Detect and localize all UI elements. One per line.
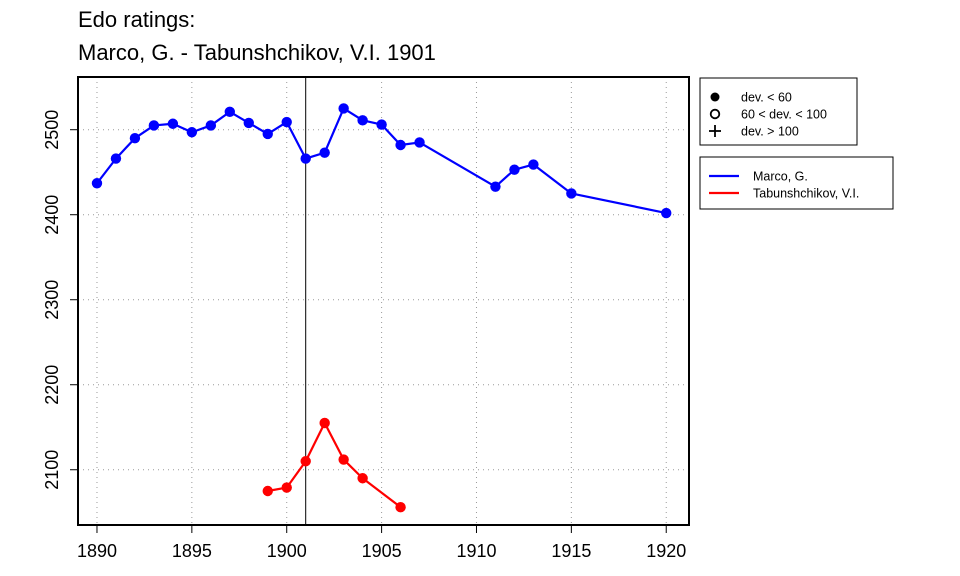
- data-point: [395, 501, 406, 513]
- data-point: [186, 127, 198, 138]
- y-tick-label: 2100: [42, 450, 62, 490]
- data-point: [129, 133, 141, 144]
- x-tick-label: 1900: [267, 541, 307, 561]
- data-point: [300, 456, 311, 467]
- data-point: [338, 103, 349, 114]
- data-point: [357, 115, 368, 126]
- y-tick-label: 2300: [42, 280, 62, 320]
- x-tick-label: 1920: [646, 541, 686, 561]
- deviation-legend-label: dev. > 100: [741, 125, 799, 139]
- data-point: [414, 137, 425, 148]
- deviation-legend-label: 60 < dev. < 100: [741, 108, 827, 122]
- x-tick-label: 1890: [77, 541, 117, 561]
- series-legend-box: [699, 156, 894, 210]
- data-point: [319, 147, 330, 158]
- axes: 1890 1895 1900 1905 1910 1915 1920 2100 2200 2300…: [42, 110, 686, 561]
- x-tick-label: 1895: [172, 541, 212, 561]
- series-marco: [91, 103, 672, 219]
- data-point: [338, 454, 349, 465]
- data-point: [528, 159, 539, 170]
- data-point: [300, 153, 311, 164]
- grid: [78, 77, 689, 525]
- data-point: [490, 181, 501, 192]
- deviation-legend: dev. < 60 60 < dev. < 100 dev. > 100: [699, 77, 858, 146]
- y-tick-label: 2400: [42, 195, 62, 235]
- series-group: [91, 103, 672, 513]
- chart-subtitle: Marco, G. - Tabunshchikov, V.I. 1901: [78, 40, 436, 65]
- data-point: [262, 485, 273, 497]
- deviation-legend-box: [699, 77, 858, 146]
- plot-frame: [77, 76, 690, 526]
- series-legend-label: Tabunshchikov, V.I.: [753, 187, 859, 201]
- deviation-legend-label: dev. < 60: [741, 91, 792, 105]
- series-tabunshchikov: [262, 417, 406, 513]
- data-point: [281, 116, 292, 128]
- data-point: [661, 207, 672, 219]
- data-point: [281, 482, 292, 493]
- data-point: [357, 473, 368, 484]
- data-point: [205, 120, 217, 131]
- data-point: [566, 188, 577, 199]
- plus-icon: [709, 125, 721, 137]
- data-point: [110, 153, 122, 164]
- series-legend: Marco, G. Tabunshchikov, V.I.: [699, 156, 894, 210]
- chart-title: Edo ratings:: [78, 7, 195, 32]
- data-point: [91, 178, 103, 189]
- x-tick-label: 1905: [362, 541, 402, 561]
- series-line: [267, 421, 402, 509]
- series-legend-label: Marco, G.: [753, 170, 808, 184]
- data-point: [509, 164, 520, 175]
- y-tick-label: 2200: [42, 365, 62, 405]
- data-point: [319, 417, 330, 429]
- data-point: [395, 139, 406, 151]
- data-point: [224, 106, 236, 118]
- data-point: [262, 128, 273, 140]
- filled-circle-icon: [710, 92, 720, 102]
- x-tick-label: 1915: [551, 541, 591, 561]
- y-tick-label: 2500: [42, 110, 62, 150]
- data-point: [148, 120, 160, 131]
- legends: dev. < 60 60 < dev. < 100 dev. > 100 Marco,…: [699, 77, 894, 210]
- data-point: [167, 118, 179, 129]
- x-tick-label: 1910: [456, 541, 496, 561]
- data-point: [243, 117, 254, 129]
- data-point: [376, 119, 387, 130]
- open-circle-icon: [709, 108, 721, 120]
